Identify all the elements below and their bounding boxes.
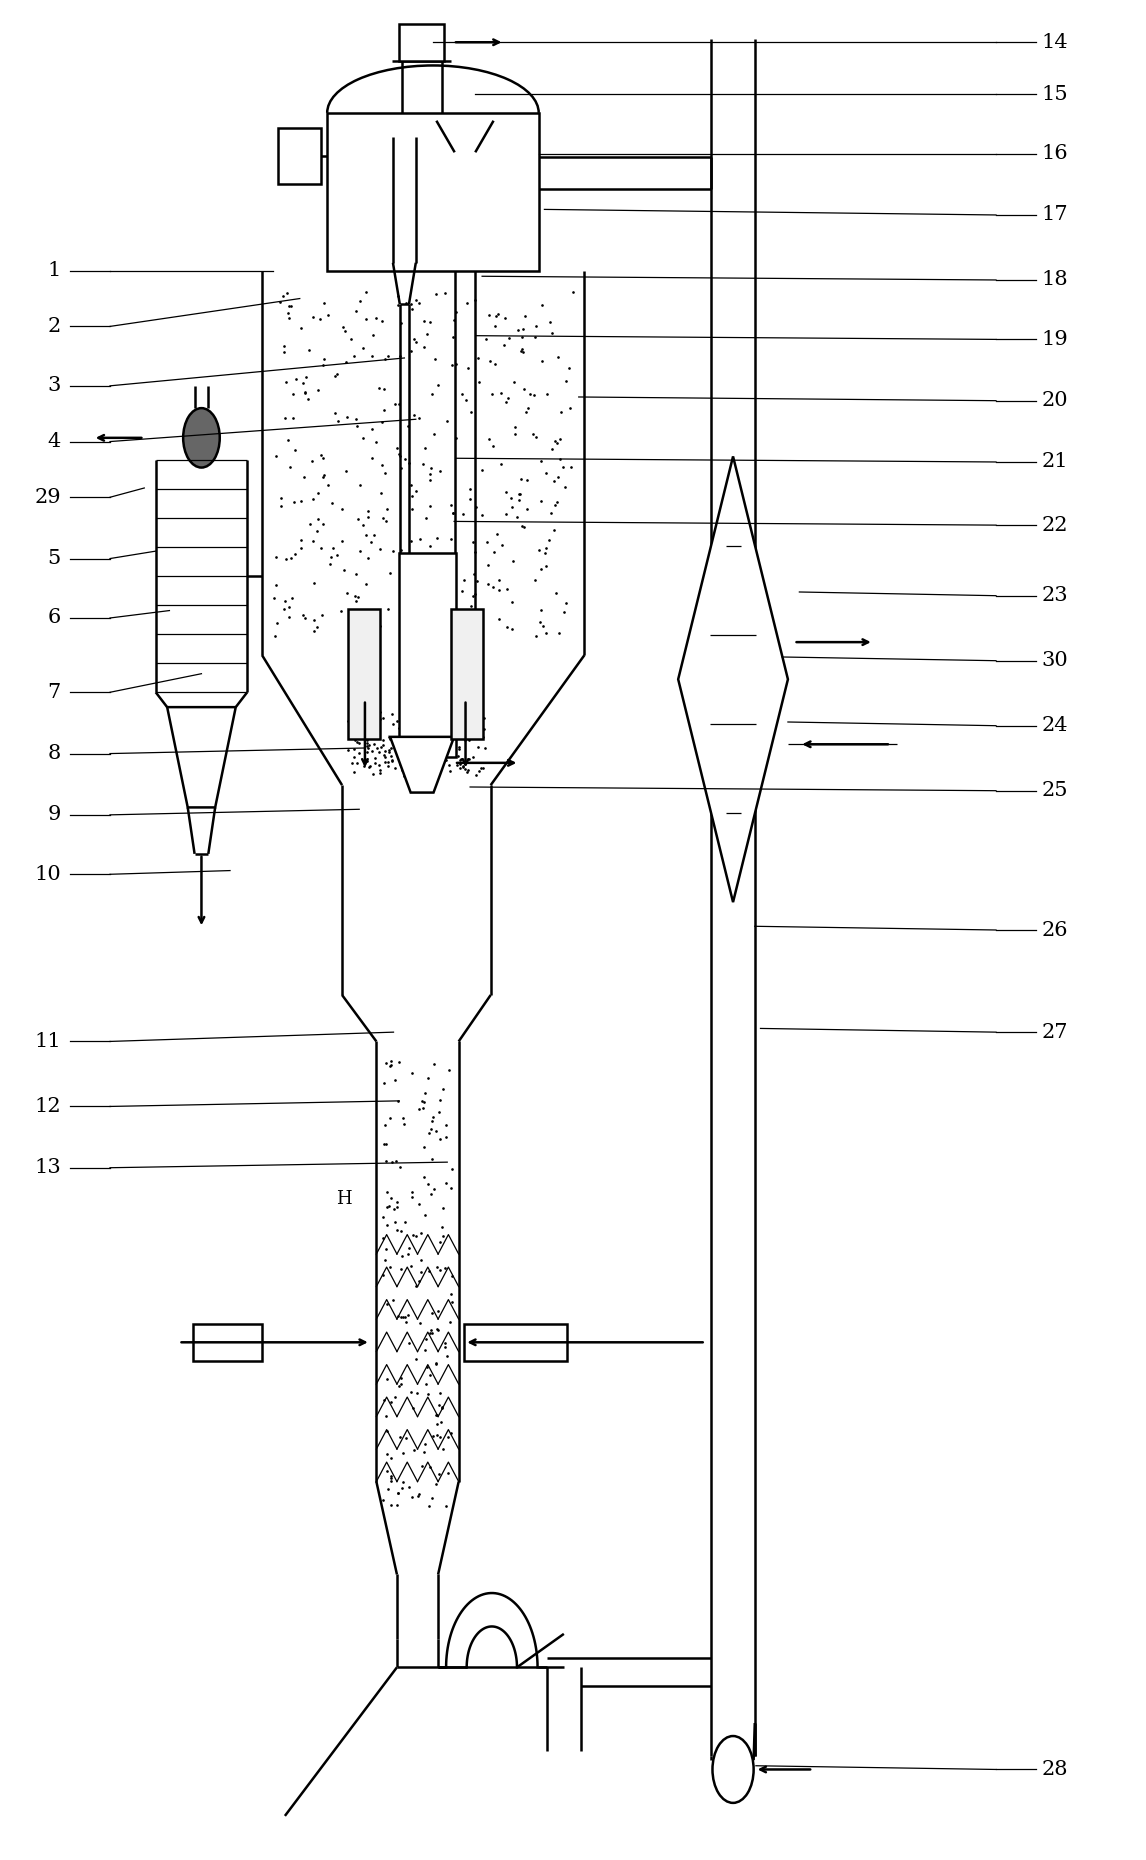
- Text: 15: 15: [1042, 86, 1068, 104]
- Text: 21: 21: [1042, 452, 1068, 471]
- Text: 22: 22: [1042, 515, 1068, 534]
- Text: 14: 14: [1042, 33, 1068, 52]
- Text: 23: 23: [1042, 586, 1068, 604]
- Polygon shape: [390, 737, 454, 792]
- Circle shape: [183, 407, 220, 467]
- Text: 12: 12: [34, 1097, 61, 1116]
- Text: 20: 20: [1042, 391, 1068, 411]
- Bar: [450, 608, 482, 738]
- Text: 3: 3: [47, 376, 61, 396]
- Text: 27: 27: [1042, 1023, 1068, 1042]
- Bar: [399, 552, 456, 757]
- Bar: [194, 1324, 262, 1362]
- Text: 26: 26: [1042, 921, 1068, 939]
- Polygon shape: [355, 618, 374, 699]
- Text: 16: 16: [1042, 145, 1068, 164]
- Text: 29: 29: [34, 487, 61, 506]
- Text: 10: 10: [34, 865, 61, 884]
- Bar: [328, 113, 539, 272]
- Bar: [278, 128, 322, 184]
- Text: 11: 11: [34, 1032, 61, 1051]
- Polygon shape: [456, 618, 474, 699]
- Text: 19: 19: [1042, 329, 1068, 350]
- Text: 30: 30: [1042, 651, 1068, 670]
- Bar: [347, 608, 379, 738]
- Text: 6: 6: [48, 608, 61, 627]
- Text: 28: 28: [1042, 1760, 1068, 1778]
- Polygon shape: [167, 707, 236, 807]
- Text: 8: 8: [48, 744, 61, 763]
- Text: 1: 1: [47, 260, 61, 281]
- Text: 13: 13: [34, 1159, 61, 1177]
- Text: 2: 2: [48, 316, 61, 337]
- Bar: [399, 24, 444, 61]
- Text: 5: 5: [48, 549, 61, 567]
- Text: 25: 25: [1042, 781, 1068, 800]
- Text: H: H: [337, 1190, 352, 1209]
- Bar: [464, 1324, 567, 1362]
- Text: 4: 4: [48, 432, 61, 452]
- Text: 9: 9: [47, 805, 61, 824]
- Text: 18: 18: [1042, 270, 1068, 290]
- Text: 24: 24: [1042, 716, 1068, 735]
- Polygon shape: [678, 456, 788, 902]
- Text: 17: 17: [1042, 205, 1068, 225]
- Text: 7: 7: [48, 683, 61, 701]
